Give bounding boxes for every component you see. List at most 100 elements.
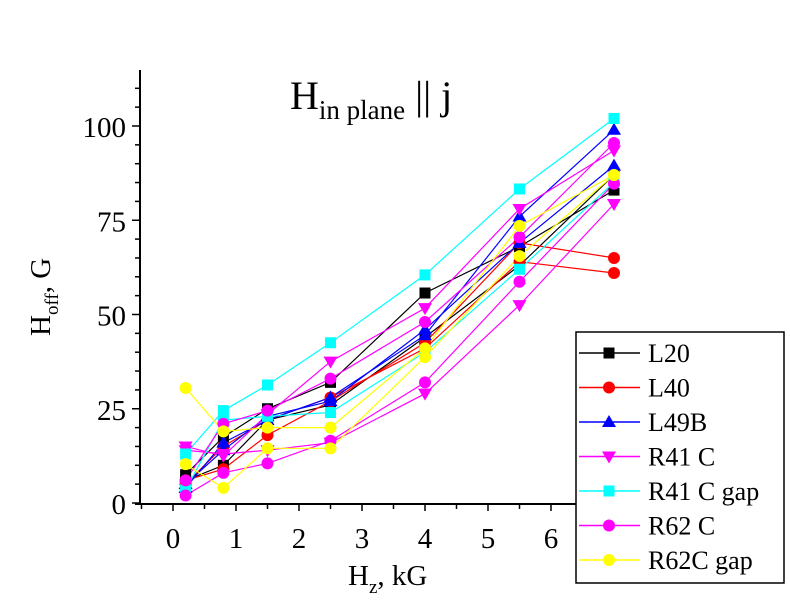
series-r62-c-markers <box>179 136 620 502</box>
legend-marker <box>602 451 616 464</box>
series-r62c-gap-lines <box>185 174 615 489</box>
y-tick-label: 100 <box>83 112 127 144</box>
series-line <box>185 174 615 433</box>
data-point <box>262 379 273 391</box>
data-point <box>324 421 337 434</box>
x-tick-label: 0 <box>166 523 181 555</box>
data-point <box>216 435 231 448</box>
chart-title-tail: || j <box>405 73 452 118</box>
data-point <box>419 376 431 389</box>
data-point <box>261 457 274 470</box>
y-axis-label-sub: off <box>42 293 63 315</box>
legend-marker <box>603 381 615 394</box>
series-layer <box>178 112 621 502</box>
data-point <box>261 421 274 434</box>
data-point <box>512 300 527 313</box>
series-r41-c-gap-lines <box>185 118 615 491</box>
tick-labels: 0 1 2 3 4 5 6 0 25 50 75 100 <box>83 112 559 555</box>
series-l20-markers <box>180 169 620 486</box>
data-point <box>513 250 526 263</box>
data-point <box>179 489 192 502</box>
data-point <box>607 199 621 212</box>
data-point <box>608 169 620 182</box>
legend-marker <box>603 519 615 532</box>
data-point <box>607 145 621 158</box>
data-point <box>217 425 230 438</box>
x-tick-label: 4 <box>418 523 433 555</box>
series-r62c-gap-markers <box>179 169 620 494</box>
legend-marker <box>602 415 616 427</box>
series-r41-c-gap-markers <box>180 112 620 496</box>
legend-item: R41 C <box>579 443 715 472</box>
tick-marks <box>132 87 552 511</box>
series-l49b-markers <box>178 122 621 493</box>
data-point <box>514 263 525 275</box>
legend-label: L49B <box>648 408 707 437</box>
data-point <box>608 184 620 196</box>
data-point <box>608 251 620 264</box>
x-tick-label: 6 <box>544 523 559 555</box>
data-point <box>180 448 192 460</box>
data-point <box>325 337 336 349</box>
series-line <box>185 129 615 489</box>
data-point <box>419 342 431 355</box>
data-point <box>607 158 621 171</box>
data-point <box>419 269 431 281</box>
data-point <box>323 394 338 407</box>
y-axis-label: Hoff, G <box>25 258 63 336</box>
data-point <box>418 322 432 335</box>
series-line <box>185 261 615 485</box>
x-tick-label: 5 <box>481 523 496 555</box>
data-point <box>217 481 230 494</box>
legend-label: L40 <box>648 374 690 403</box>
data-point <box>608 177 620 190</box>
legend-label: L20 <box>648 339 690 368</box>
data-point <box>608 267 620 280</box>
series-line <box>185 174 615 489</box>
y-axis-label-tail: , G <box>25 258 57 294</box>
data-point <box>418 388 432 401</box>
legend-item: L40 <box>579 374 690 403</box>
data-point <box>179 382 192 395</box>
legend-label: R62C gap <box>648 546 753 575</box>
series-line <box>185 118 615 455</box>
data-point <box>419 351 431 364</box>
data-point <box>324 372 337 385</box>
legend-marker <box>603 554 615 566</box>
legend: L20 L40 L49B R41 C R41 C gap R62 C R62C gap <box>575 331 785 584</box>
data-point <box>217 466 230 479</box>
data-point <box>217 405 229 417</box>
legend-item: R62 C <box>579 512 715 541</box>
legend-item: L20 <box>579 339 690 368</box>
legend-marker <box>603 347 615 359</box>
y-tick-label: 50 <box>97 301 126 333</box>
data-point <box>418 303 432 316</box>
chart-title-main: H <box>290 73 319 118</box>
legend-item: R62C gap <box>579 546 753 575</box>
data-point <box>179 474 192 487</box>
series-l49b-lines <box>185 129 615 489</box>
x-axis-label-main: H <box>348 560 369 592</box>
axes <box>135 70 576 505</box>
legend-item: L49B <box>579 408 707 437</box>
chart-title: Hin plane || j <box>290 73 452 125</box>
series-r62-c-lines <box>185 142 615 497</box>
chart-title-sub: in plane <box>319 95 405 125</box>
series-line <box>185 189 615 476</box>
legend-label: R41 C <box>648 443 715 472</box>
data-point <box>216 448 231 461</box>
data-point <box>261 442 274 455</box>
series-l20-lines <box>185 174 615 481</box>
y-tick-label: 25 <box>97 395 126 427</box>
y-tick-label: 75 <box>97 206 126 238</box>
data-point <box>419 316 431 329</box>
legend-item: R41 C gap <box>579 477 759 506</box>
data-point <box>324 442 337 455</box>
data-point <box>179 458 192 471</box>
legend-label: R41 C gap <box>648 477 759 506</box>
data-point <box>513 231 526 244</box>
series-line <box>185 174 615 481</box>
x-tick-label: 3 <box>355 523 370 555</box>
series-r41-c-markers <box>178 145 621 463</box>
